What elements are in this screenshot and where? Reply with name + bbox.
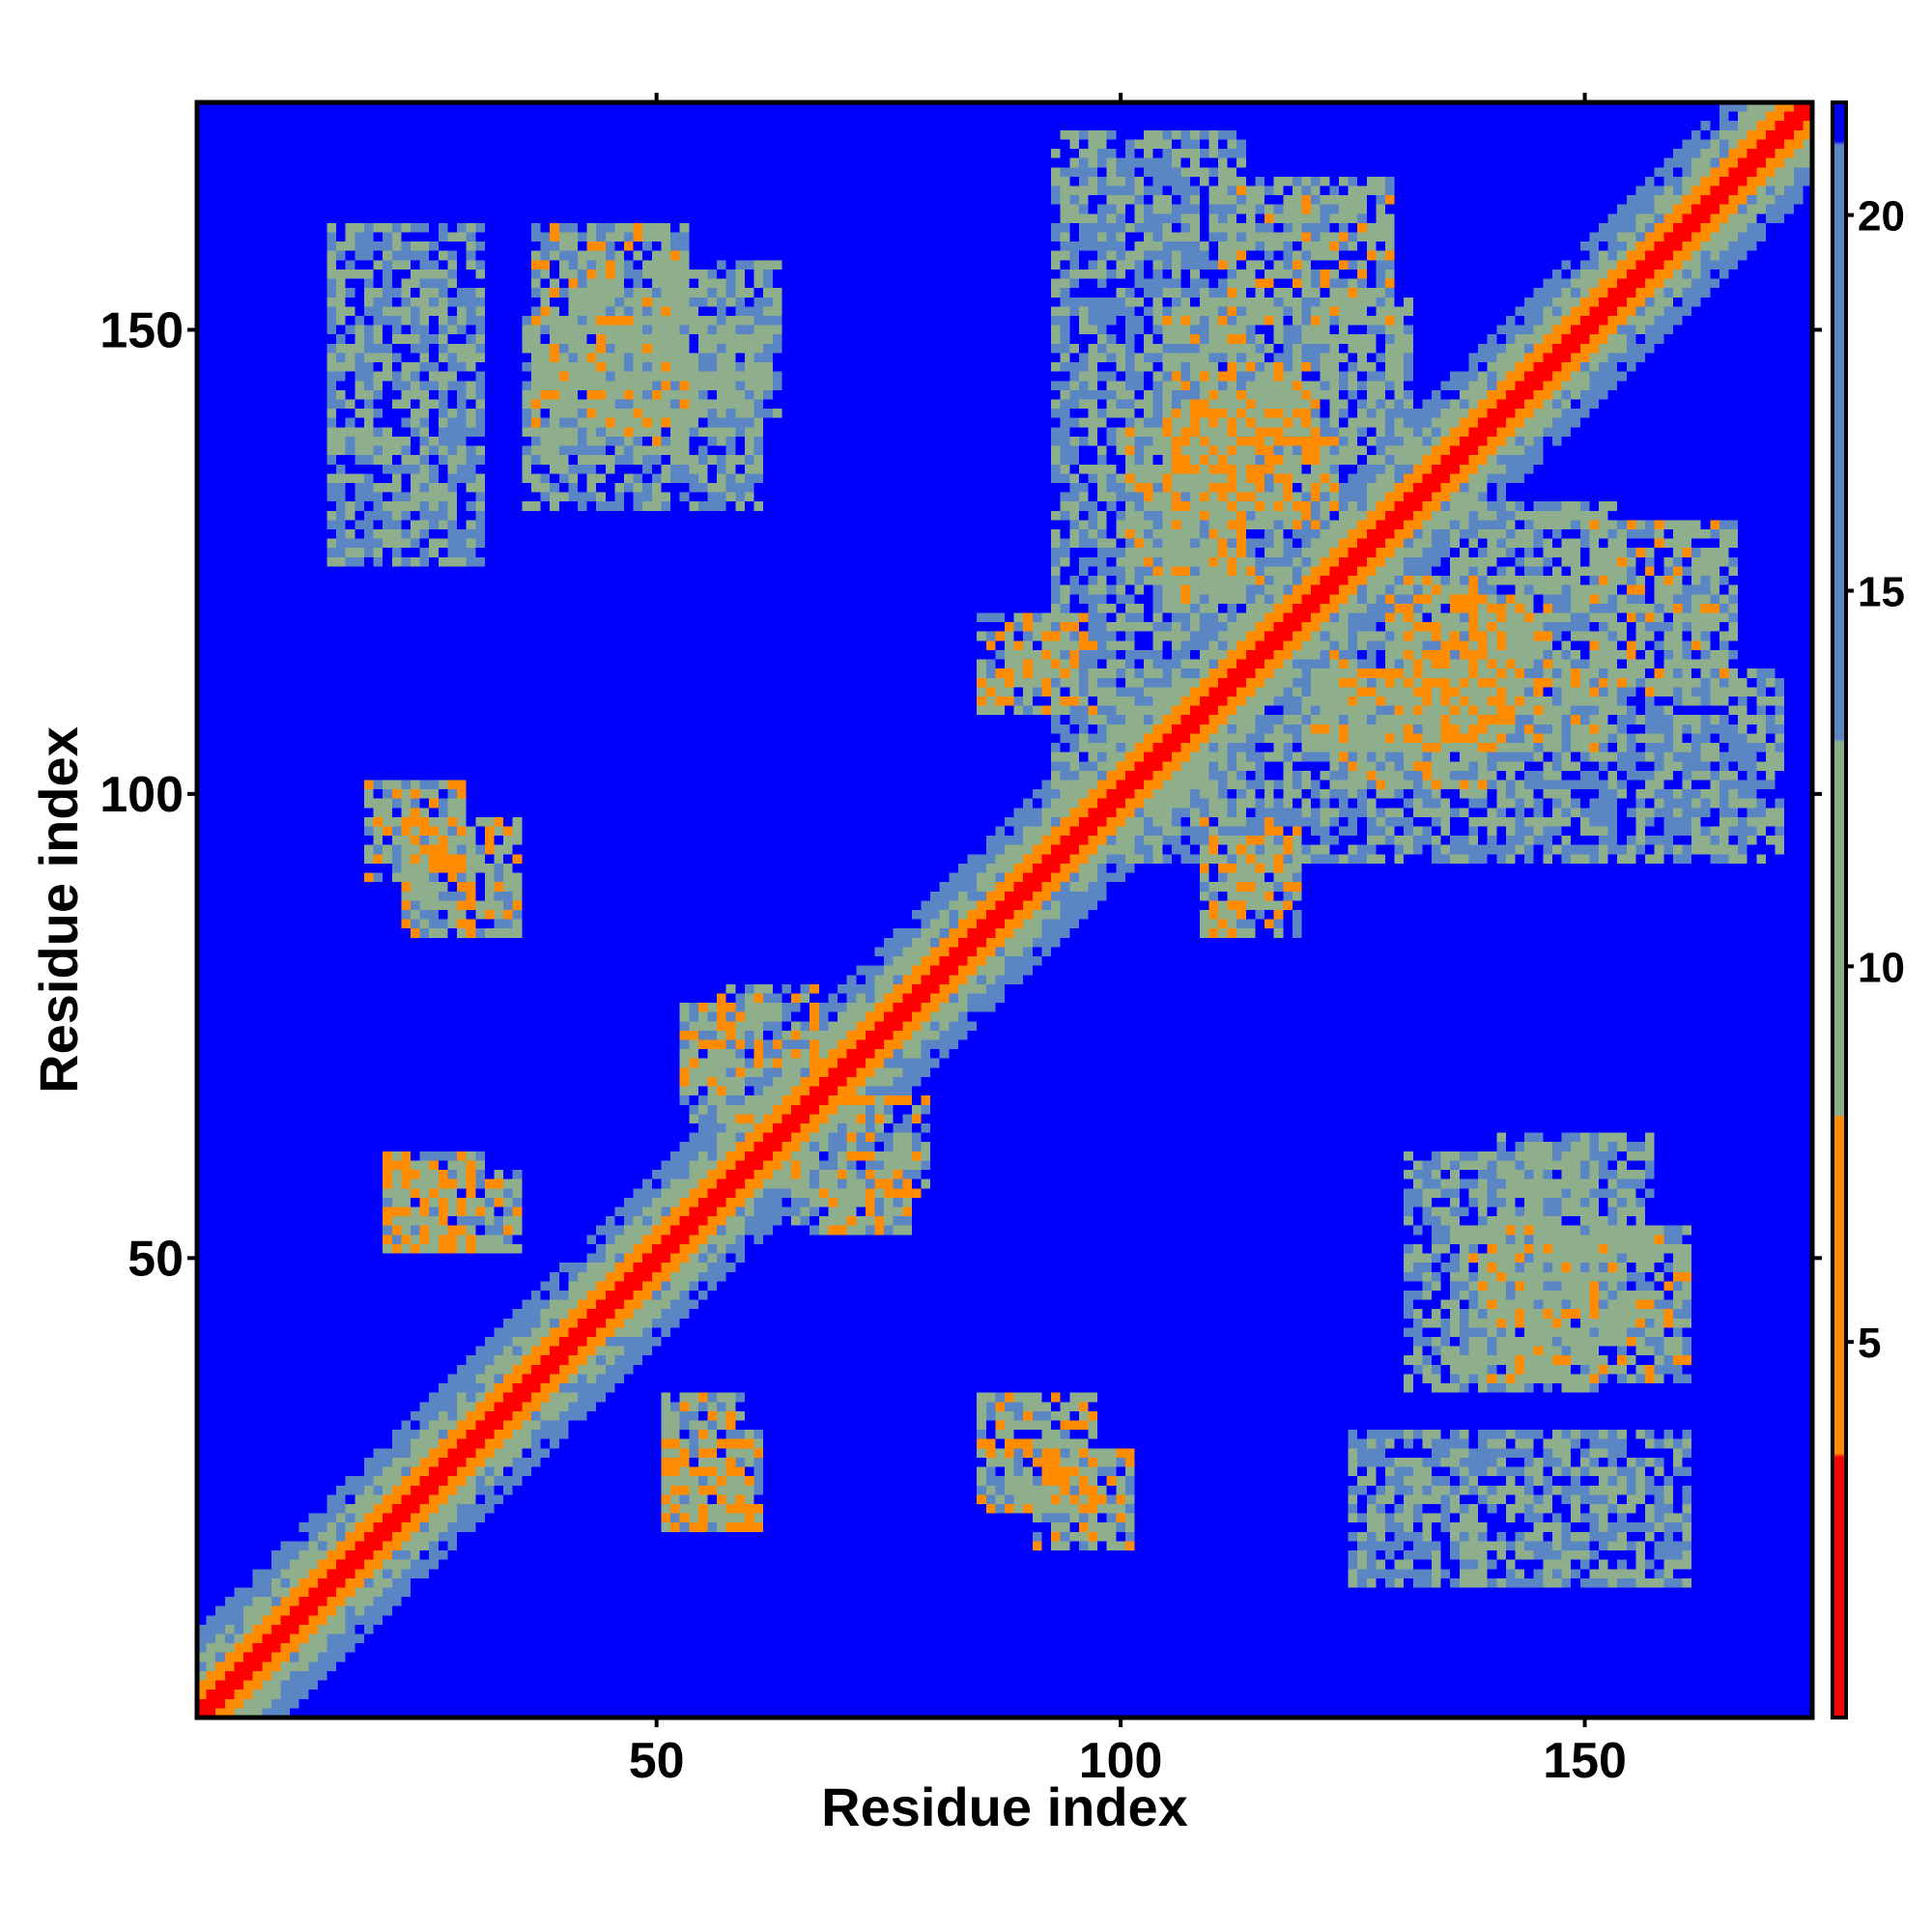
plot-frame [194, 99, 1815, 1720]
y-axis-label: Residue index [28, 726, 89, 1094]
y-tick-label: 150 [99, 302, 184, 358]
colorbar-ticks: 5 10 15 20 [1846, 193, 1905, 1367]
x-tick-label: 150 [1543, 1733, 1627, 1789]
y-axis-ticks: 50 100 150 [99, 302, 1822, 1287]
colorbar-tick-label: 5 [1858, 1320, 1881, 1367]
heatmap-plot-area [197, 102, 1812, 1718]
colorbar-frame [1831, 100, 1848, 1719]
colorbar [1833, 102, 1846, 1718]
x-axis-ticks: 50 100 150 [629, 93, 1627, 1789]
x-tick-label: 100 [1079, 1733, 1163, 1789]
colorbar-tick-label: 10 [1858, 944, 1905, 991]
colorbar-tick-label: 20 [1858, 193, 1905, 241]
x-tick-label: 50 [629, 1733, 685, 1789]
colorbar-tick-label: 15 [1858, 568, 1905, 615]
y-tick-label: 50 [128, 1231, 184, 1287]
y-tick-label: 100 [99, 767, 184, 823]
x-axis-label: Residue index [821, 1776, 1188, 1837]
